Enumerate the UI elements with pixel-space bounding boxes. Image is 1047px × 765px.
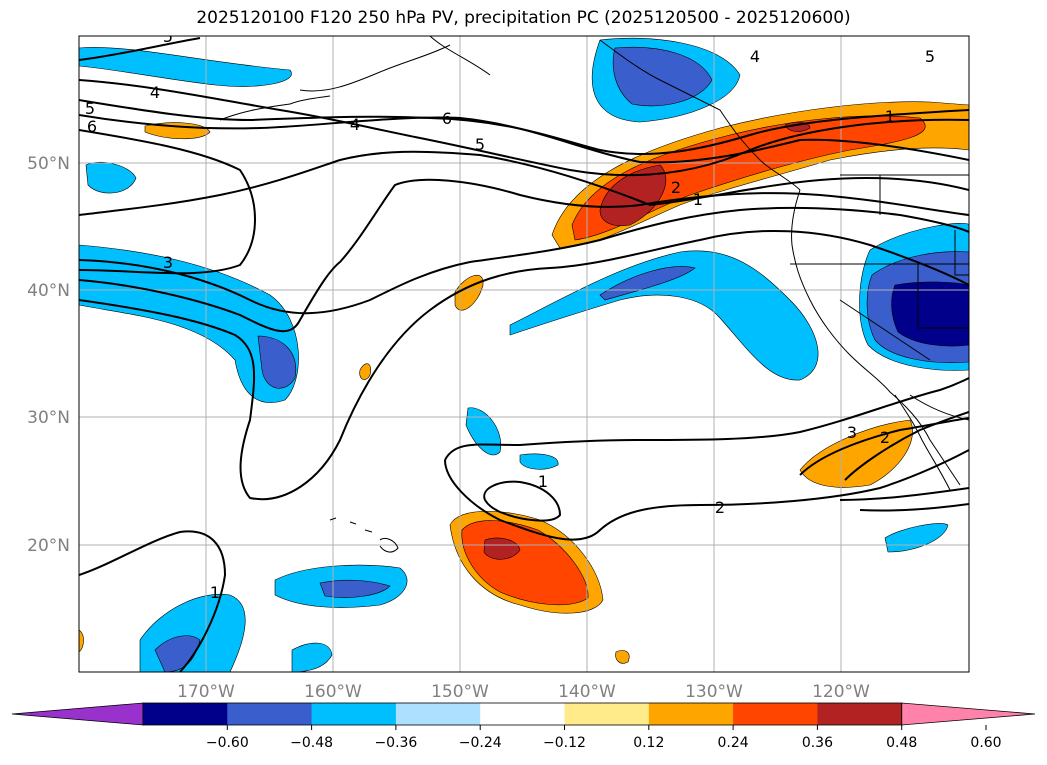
- neg-region-central-band: [509, 250, 819, 381]
- graticule: [79, 36, 969, 672]
- colorbar-segment: [564, 703, 650, 725]
- hawaii-islands: [329, 517, 399, 553]
- neg-region-small-2: [519, 453, 559, 470]
- us-west-coast: [791, 189, 961, 486]
- contour-label: 4: [750, 47, 760, 66]
- contour-label: 6: [442, 109, 452, 128]
- colorbar-tick-label: 0.36: [802, 735, 833, 751]
- colorbar-segment: [395, 703, 481, 725]
- colorbar-tick-label: −0.48: [290, 735, 333, 751]
- lon-tick-label: 150°W: [431, 682, 489, 702]
- colorbar-segment: [648, 703, 734, 725]
- colorbar-tick-label: 0.24: [718, 735, 749, 751]
- contour-label: 5: [925, 47, 935, 66]
- contour-label: 3: [847, 423, 857, 442]
- contour-label: 6: [87, 117, 97, 136]
- neg-region-nw: [79, 47, 292, 87]
- neg-region-hawaii-w: [85, 161, 137, 194]
- lon-tick-label: 160°W: [304, 682, 362, 702]
- contour-label: 5: [85, 99, 95, 118]
- contour-label: 2: [671, 178, 681, 197]
- colorbar-tick-label: −0.60: [206, 735, 249, 751]
- colorbar-extend-low: [11, 702, 144, 726]
- colorbar-segment: [227, 703, 313, 725]
- contour-label: 2: [880, 428, 890, 447]
- colorbar-tick-label: 0.12: [633, 735, 664, 751]
- colorbar-segment: [733, 703, 818, 725]
- lon-tick-label: 170°W: [177, 682, 235, 702]
- colorbar-segment: [817, 703, 903, 725]
- neg-region-south-2-core: [154, 635, 201, 672]
- alaska-coast: [219, 36, 491, 121]
- neg-region-south-1-core: [319, 579, 391, 598]
- contour-label: 4: [150, 83, 160, 102]
- contour-label: 5: [475, 135, 485, 154]
- contour-label: 1: [538, 472, 548, 491]
- lon-axis-labels: 170°W 160°W 150°W 140°W 130°W 120°W: [177, 682, 870, 702]
- contour-label: 1: [885, 107, 895, 126]
- neg-region-south-3: [291, 642, 333, 672]
- lon-tick-label: 120°W: [812, 682, 870, 702]
- neg-region-central-core: [599, 266, 696, 301]
- neg-region-west: [79, 244, 299, 403]
- lat-axis-labels: 50°N 40°N 30°N 20°N: [27, 154, 70, 556]
- contour-label: 2: [715, 498, 725, 517]
- lat-tick-label: 30°N: [27, 408, 70, 428]
- positive-precip-shading: [79, 101, 969, 664]
- colorbar-segment: [480, 703, 565, 725]
- colorbar-tick-label: −0.24: [459, 735, 502, 751]
- map-title: 2025120100 F120 250 hPa PV, precipitatio…: [196, 8, 851, 28]
- colorbar: −0.60 −0.48 −0.36 −0.24 −0.12 0.12 0.24 0.36 0.4…: [11, 702, 1036, 751]
- pv-contours: [79, 37, 969, 672]
- pos-region-hawaii-core: [483, 537, 521, 560]
- colorbar-tick-label: 0.60: [970, 735, 1001, 751]
- contour-label: 3: [163, 253, 173, 272]
- pos-region-small-3: [615, 650, 630, 664]
- neg-region-gulf-alaska-core: [612, 46, 713, 107]
- lat-tick-label: 40°N: [27, 281, 70, 301]
- lon-tick-label: 140°W: [558, 682, 616, 702]
- neg-region-us-core: [891, 281, 969, 347]
- canada-coast: [599, 39, 801, 191]
- lon-tick-label: 130°W: [685, 682, 743, 702]
- colorbar-extend-high: [901, 702, 1036, 726]
- map-frame: [78, 35, 970, 673]
- colorbar-segment: [143, 703, 228, 725]
- neg-region-west-core: [257, 335, 297, 389]
- colorbar-segment: [311, 703, 397, 725]
- negative-precip-shading: [79, 37, 969, 672]
- colorbar-tick-label: 0.48: [886, 735, 917, 751]
- contour-label: 1: [210, 583, 220, 602]
- us-state-lines: [790, 174, 969, 361]
- colorbar-tick-label: −0.36: [374, 735, 417, 751]
- contour-label: 5: [163, 27, 173, 46]
- neg-region-small-1: [465, 407, 502, 456]
- colorbar-tick-label: −0.12: [543, 735, 586, 751]
- pos-region-small-2: [359, 363, 371, 380]
- contour-label: 1: [693, 190, 703, 209]
- lat-tick-label: 50°N: [27, 154, 70, 174]
- pos-region-pnw-core: [599, 164, 667, 227]
- contour-label: 4: [350, 115, 360, 134]
- lat-tick-label: 20°N: [27, 536, 70, 556]
